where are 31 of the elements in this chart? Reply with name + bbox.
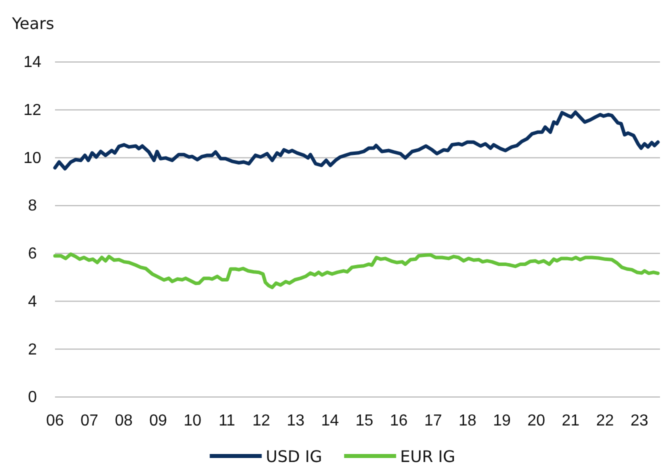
x-tick-label: 15	[355, 412, 374, 430]
x-tick-label: 19	[492, 412, 511, 430]
x-tick-label: 20	[527, 412, 546, 430]
x-tick-label: 17	[424, 412, 442, 430]
x-tick-label: 16	[390, 412, 408, 430]
y-tick-label: 14	[24, 54, 42, 72]
x-tick-label: 18	[458, 412, 476, 430]
y-tick-label: 0	[28, 389, 37, 406]
y-tick-label: 10	[24, 150, 42, 167]
y-tick-label: 2	[28, 341, 37, 358]
legend-label: USD IG	[266, 447, 322, 466]
x-tick-label: 14	[321, 412, 339, 430]
x-tick-label: 21	[562, 412, 580, 430]
x-tick-label: 07	[80, 412, 98, 430]
x-tick-label: 10	[184, 412, 202, 430]
line-series	[53, 252, 660, 290]
x-tick-label: 12	[252, 412, 270, 430]
y-axis-title: Years	[11, 14, 54, 33]
y-tick-label: 12	[24, 102, 42, 119]
y-tick-label: 6	[28, 246, 37, 263]
y-tick-label: 8	[28, 198, 37, 215]
x-tick-label: 11	[218, 412, 236, 430]
x-tick-label: 09	[149, 412, 168, 430]
x-tick-label: 23	[630, 412, 648, 430]
x-tick-label: 22	[596, 412, 614, 430]
line-series	[53, 110, 660, 170]
x-tick-label: 08	[114, 412, 133, 430]
x-tick-label: 13	[286, 412, 305, 430]
y-tick-label: 4	[28, 293, 37, 310]
x-tick-label: 06	[46, 412, 64, 430]
legend-label: EUR IG	[400, 447, 456, 466]
